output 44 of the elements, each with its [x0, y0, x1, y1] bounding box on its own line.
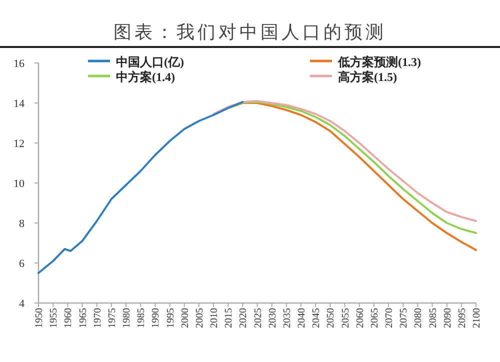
x-tick-label: 2050: [326, 308, 337, 328]
y-tick-label: 8: [19, 218, 25, 230]
line-series: [38, 101, 244, 274]
x-tick-label: 2070: [384, 308, 395, 328]
y-tick-label: 12: [14, 138, 24, 150]
x-tick-label: 2080: [413, 308, 424, 328]
legend-label: 中国人口(亿): [116, 55, 184, 69]
x-tick-label: 2090: [442, 308, 454, 328]
x-tick-label: 2035: [282, 308, 293, 328]
x-tick-label: 1995: [165, 308, 176, 328]
y-tick-label: 4: [19, 298, 25, 310]
x-tick-label: 2100: [472, 308, 482, 328]
x-tick-label: 1950: [34, 308, 45, 328]
legend-label: 低方案预测(1.3): [337, 55, 421, 69]
x-tick-label: 2060: [354, 308, 366, 328]
x-tick-label: 2055: [340, 308, 352, 328]
legend-label: 中方案(1.4): [116, 70, 175, 84]
x-tick-label: 2025: [252, 308, 264, 328]
x-tick-label: 2015: [224, 308, 235, 328]
x-tick-label: 1975: [106, 308, 118, 328]
x-tick-label: 2020: [238, 308, 250, 328]
x-tick-label: 2045: [311, 308, 322, 328]
x-tick-label: 1955: [48, 308, 60, 328]
x-tick-label: 2010: [209, 308, 220, 328]
x-tick-label: 1980: [122, 308, 132, 328]
x-tick-label: 2005: [194, 308, 206, 328]
x-tick-label: 1990: [150, 308, 162, 328]
y-tick-label: 10: [14, 178, 25, 190]
x-tick-label: 2000: [180, 308, 191, 328]
x-tick-label: 2030: [267, 308, 278, 328]
y-tick-label: 6: [19, 258, 25, 270]
y-tick-label: 14: [14, 98, 25, 110]
x-tick-label: 2095: [456, 308, 468, 328]
x-tick-label: 2075: [398, 308, 410, 328]
chart-title: 图表：我们对中国人口的预测: [0, 20, 500, 48]
x-tick-label: 1965: [78, 308, 89, 328]
legend-label: 高方案(1.5): [338, 70, 397, 84]
x-tick-label: 1960: [63, 308, 74, 328]
x-tick-label: 2085: [428, 308, 439, 328]
y-tick-label: 16: [14, 58, 25, 70]
x-tick-label: 2040: [296, 308, 308, 328]
x-tick-label: 1970: [92, 308, 104, 328]
x-tick-label: 1985: [136, 308, 148, 328]
x-tick-label: 2065: [369, 308, 380, 328]
